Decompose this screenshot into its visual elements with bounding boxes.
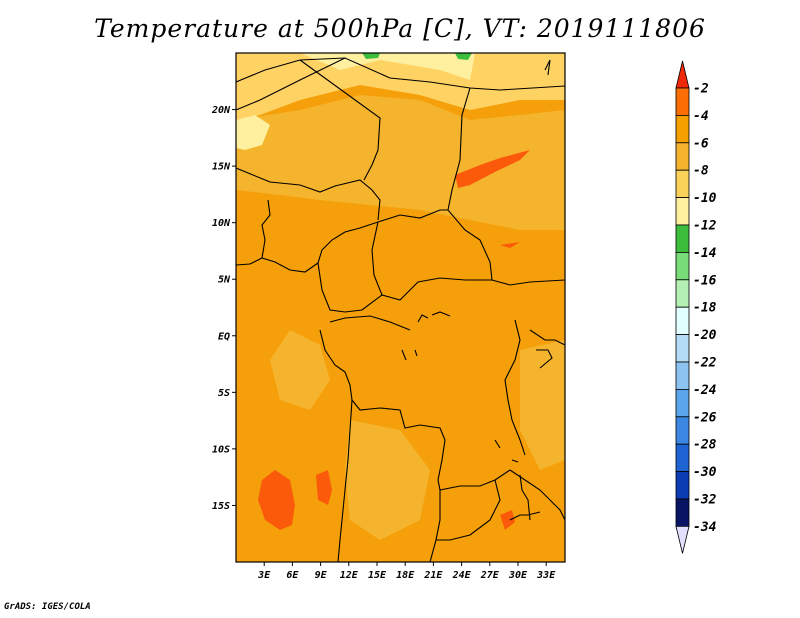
lat-tick-label: 5N [218,275,231,286]
latitude-ticks: 20N 15N 10N 5N EQ 5S 10S 15S [211,105,236,512]
lon-tick-label: 30E [508,570,528,581]
colorbar-swatch [675,115,690,144]
colorbar-label: -28 [693,438,717,453]
colorbar-label: -8 [693,164,709,179]
colorbar-label: -26 [693,410,717,425]
field-coolest-north [300,53,475,80]
lon-tick-label: 33E [536,570,556,581]
colorbar-bottom-arrow [675,526,690,554]
colorbar-swatch [675,443,690,473]
field-warmest-ne [455,150,530,188]
longitude-ticks: 3E 6E 9E 12E 15E 18E 21E 24E 27E 30E 33E [257,562,556,581]
colorbar: -2 -4 -6 -8 -10 -12 -14 -16 -18 -20 -22 -24 -26 -28 -3… [675,60,717,554]
field-mid-central [270,330,330,410]
lon-tick-label: 18E [396,570,415,581]
colorbar-swatch [675,416,690,445]
colorbar-swatch [675,361,690,390]
colorbar-label: -16 [693,273,717,288]
colorbar-label: -24 [693,383,717,398]
colorbar-label: -18 [693,301,717,316]
lon-tick-label: 9E [315,570,328,581]
colorbar-swatch [675,197,690,226]
colorbar-label: -14 [693,246,717,261]
colorbar-top-arrow [675,60,690,89]
colorbar-swatch [675,224,690,253]
colorbar-swatch [675,306,690,336]
colorbar-swatch [675,169,690,198]
colorbar-swatch [675,334,690,363]
colorbar-swatch [675,279,690,308]
lat-tick-label: 10N [212,218,231,229]
lon-tick-label: 15E [368,570,387,581]
field-cool-north [236,53,565,120]
lat-tick-label: EQ [218,331,230,342]
field-warmest-sw [258,470,295,530]
map-panel [236,53,565,562]
grads-credit: GrADS: IGES/COLA [4,602,91,612]
colorbar-label: -34 [693,520,717,535]
field-mid-south [345,420,430,540]
field-mid-east [520,340,565,470]
colorbar-label: -10 [693,191,717,206]
lon-tick-label: 24E [452,570,472,581]
lat-tick-label: 15N [212,162,231,173]
field-warmest-sw-2 [316,470,332,505]
colorbar-label: -6 [693,136,709,151]
map-frame [235,52,566,563]
lat-tick-label: 20N [211,105,231,116]
colorbar-swatch [675,471,690,500]
lat-tick-label: 10S [212,444,230,455]
field-warmest-streak [500,242,520,248]
field-green-patch-2 [455,53,472,60]
lon-tick-label: 27E [480,570,500,581]
field-warmest-se [500,510,515,530]
colorbar-label: -4 [693,109,709,124]
field-coolest-west [236,115,270,150]
lon-tick-label: 21E [423,570,443,581]
colorbar-label: -32 [693,493,717,508]
colorbar-swatch [675,142,690,171]
lat-tick-label: 5S [218,388,230,399]
colorbar-label: -22 [693,356,717,371]
colorbar-swatch [675,87,690,116]
lon-tick-label: 6E [286,570,299,581]
field-green-patch [362,53,380,59]
chart-title: Temperature at 500hPa [C], VT: 201911180… [94,14,706,43]
colorbar-swatch [675,498,690,527]
colorbar-label: -12 [693,219,717,234]
field-mid-band-north [236,95,565,230]
lon-tick-label: 3E [257,570,271,581]
coastlines-borders [236,57,565,562]
colorbar-swatch [675,388,690,418]
lat-tick-label: 15S [212,501,230,512]
lon-tick-label: 12E [340,570,359,581]
colorbar-label: -30 [693,465,717,480]
colorbar-label: -20 [693,328,717,343]
colorbar-swatch [675,251,690,281]
colorbar-label: -2 [693,82,709,97]
